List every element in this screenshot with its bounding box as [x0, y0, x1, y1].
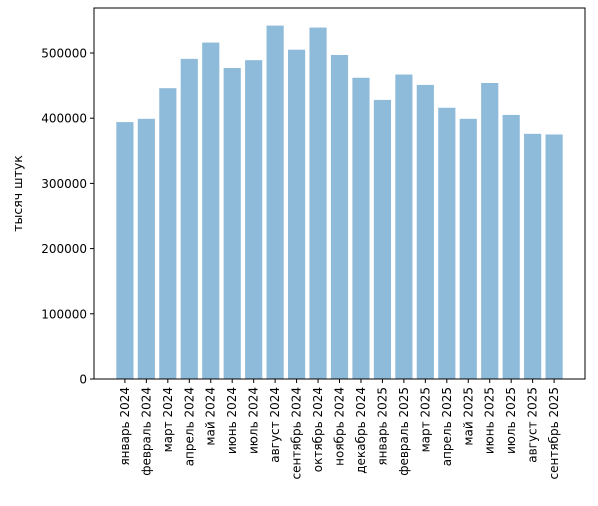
bar	[502, 114, 520, 380]
x-tick-label: июнь 2024	[225, 387, 239, 454]
y-axis: 0 100000 200000 300000 400000 500000	[41, 46, 94, 387]
bar	[373, 99, 392, 380]
bar	[245, 60, 263, 379]
bar	[416, 84, 434, 379]
y-tick-label: 400000	[41, 112, 87, 126]
bar	[352, 77, 370, 380]
x-tick-label: июль 2024	[247, 387, 261, 454]
x-tick-label: январь 2024	[118, 387, 132, 466]
x-tick-label: май 2024	[204, 387, 218, 446]
x-tick-label: ноябрь 2024	[333, 387, 347, 466]
bar	[524, 133, 542, 379]
x-tick-label: июль 2025	[504, 387, 518, 454]
x-tick-label: февраль 2025	[397, 387, 411, 476]
x-tick-label: февраль 2024	[139, 387, 153, 476]
y-tick-label: 300000	[41, 177, 87, 191]
x-tick-label: декабрь 2024	[354, 387, 368, 474]
bar	[159, 88, 177, 379]
bar	[330, 54, 349, 379]
bar	[459, 118, 477, 379]
x-tick-label: август 2025	[526, 387, 540, 463]
x-tick-label: январь 2025	[375, 387, 389, 466]
bar	[288, 49, 306, 379]
x-tick-label: май 2025	[461, 387, 475, 446]
y-tick-label: 200000	[41, 242, 87, 256]
bar	[202, 42, 220, 380]
y-tick-label: 100000	[41, 307, 87, 321]
bar	[545, 134, 563, 379]
x-tick-label: март 2024	[161, 387, 175, 452]
bar	[481, 82, 499, 379]
bar	[223, 67, 241, 380]
bar	[438, 107, 456, 379]
y-axis-label: тысяч штук	[10, 155, 25, 232]
bar	[137, 118, 155, 379]
y-tick-label: 500000	[41, 46, 87, 60]
bars-group	[116, 25, 563, 380]
x-tick-label: апрель 2024	[182, 387, 196, 466]
x-axis: январь 2024 февраль 2024 март 2024 апрель 2…	[118, 379, 561, 479]
plot-frame	[93, 7, 586, 380]
x-tick-label: сентябрь 2025	[547, 387, 561, 479]
x-tick-label: октябрь 2024	[311, 387, 325, 472]
x-tick-label: апрель 2025	[440, 387, 454, 466]
x-tick-label: сентябрь 2024	[290, 387, 304, 479]
bar	[395, 74, 413, 379]
bar	[309, 27, 327, 380]
y-tick-label: 0	[79, 373, 87, 387]
x-tick-label: март 2025	[418, 387, 432, 452]
bar	[266, 25, 284, 379]
x-tick-label: июнь 2025	[483, 387, 497, 454]
bar	[116, 122, 134, 379]
bar	[180, 58, 198, 380]
x-tick-label: август 2024	[268, 387, 282, 463]
